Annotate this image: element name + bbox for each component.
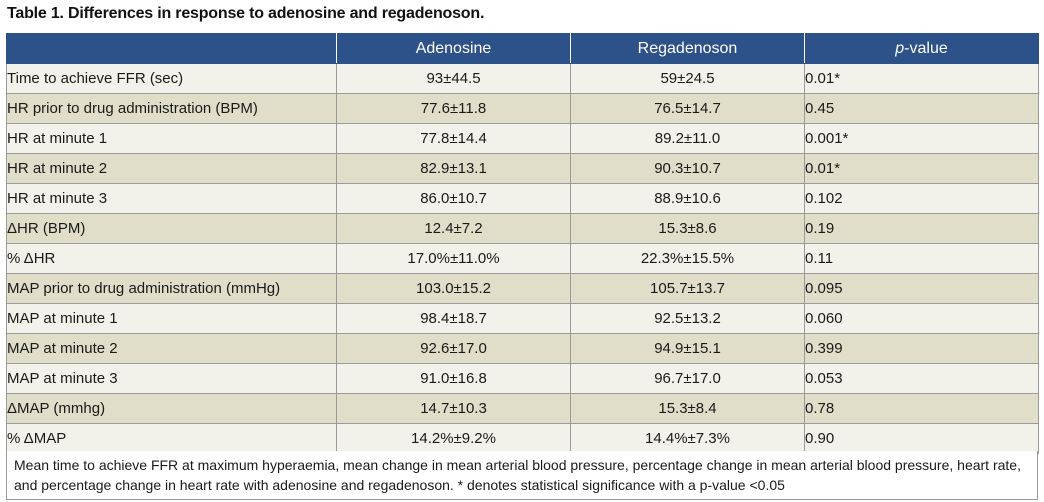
table-title: Table 1. Differences in response to aden… (7, 5, 485, 22)
table-row: ΔMAP (mmhg) 14.7±10.3 15.3±8.4 0.78 (6, 393, 1039, 424)
p-value: 0.11 (804, 243, 1039, 274)
adenosine-value: 77.6±11.8 (336, 93, 571, 124)
data-table: Adenosine Regadenoson p-value Time to ac… (6, 33, 1039, 454)
table-footnote: Mean time to achieve FFR at maximum hype… (6, 451, 1038, 500)
adenosine-value: 103.0±15.2 (336, 273, 571, 304)
header-adenosine: Adenosine (336, 33, 571, 64)
adenosine-value: 91.0±16.8 (336, 363, 571, 394)
p-value: 0.399 (804, 333, 1039, 364)
row-label: MAP prior to drug administration (mmHg) (6, 273, 337, 304)
table-row: ΔHR (BPM) 12.4±7.2 15.3±8.6 0.19 (6, 213, 1039, 244)
regadenoson-value: 105.7±13.7 (570, 273, 805, 304)
p-value: 0.19 (804, 213, 1039, 244)
header-p-italic: p (895, 39, 905, 57)
p-value: 0.45 (804, 93, 1039, 124)
adenosine-value: 17.0%±11.0% (336, 243, 571, 274)
table-row: % ΔHR 17.0%±11.0% 22.3%±15.5% 0.11 (6, 243, 1039, 274)
regadenoson-value: 89.2±11.0 (570, 123, 805, 154)
adenosine-value: 82.9±13.1 (336, 153, 571, 184)
row-label: MAP at minute 2 (6, 333, 337, 364)
regadenoson-value: 90.3±10.7 (570, 153, 805, 184)
regadenoson-value: 15.3±8.6 (570, 213, 805, 244)
regadenoson-value: 59±24.5 (570, 63, 805, 94)
regadenoson-value: 94.9±15.1 (570, 333, 805, 364)
row-label: Time to achieve FFR (sec) (6, 63, 337, 94)
adenosine-value: 77.8±14.4 (336, 123, 571, 154)
p-value: 0.01* (804, 153, 1039, 184)
row-label: HR at minute 3 (6, 183, 337, 214)
regadenoson-value: 92.5±13.2 (570, 303, 805, 334)
table-row: HR at minute 2 82.9±13.1 90.3±10.7 0.01* (6, 153, 1039, 184)
table-row: MAP at minute 3 91.0±16.8 96.7±17.0 0.053 (6, 363, 1039, 394)
table-row: HR at minute 3 86.0±10.7 88.9±10.6 0.102 (6, 183, 1039, 214)
table-row: Time to achieve FFR (sec) 93±44.5 59±24.5 0… (6, 63, 1039, 94)
adenosine-value: 14.2%±9.2% (336, 423, 571, 454)
regadenoson-value: 88.9±10.6 (570, 183, 805, 214)
p-value: 0.095 (804, 273, 1039, 304)
p-value: 0.053 (804, 363, 1039, 394)
regadenoson-value: 96.7±17.0 (570, 363, 805, 394)
row-label: HR at minute 1 (6, 123, 337, 154)
row-label: % ΔHR (6, 243, 337, 274)
table-row: % ΔMAP 14.2%±9.2% 14.4%±7.3% 0.90 (6, 423, 1039, 454)
adenosine-value: 12.4±7.2 (336, 213, 571, 244)
table-header-row: Adenosine Regadenoson p-value (6, 33, 1039, 64)
adenosine-value: 92.6±17.0 (336, 333, 571, 364)
p-value: 0.01* (804, 63, 1039, 94)
header-p-suffix: -value (904, 39, 948, 57)
table-row: MAP prior to drug administration (mmHg) 1… (6, 273, 1039, 304)
row-label: % ΔMAP (6, 423, 337, 454)
adenosine-value: 86.0±10.7 (336, 183, 571, 214)
p-value: 0.060 (804, 303, 1039, 334)
table-row: HR at minute 1 77.8±14.4 89.2±11.0 0.001* (6, 123, 1039, 154)
row-label: MAP at minute 3 (6, 363, 337, 394)
adenosine-value: 98.4±18.7 (336, 303, 571, 334)
row-label: ΔMAP (mmhg) (6, 393, 337, 424)
p-value: 0.78 (804, 393, 1039, 424)
row-label: ΔHR (BPM) (6, 213, 337, 244)
table-row: MAP at minute 1 98.4±18.7 92.5±13.2 0.060 (6, 303, 1039, 334)
p-value: 0.001* (804, 123, 1039, 154)
row-label: MAP at minute 1 (6, 303, 337, 334)
header-p-value: p-value (804, 33, 1039, 64)
regadenoson-value: 15.3±8.4 (570, 393, 805, 424)
row-label: HR prior to drug administration (BPM) (6, 93, 337, 124)
table-body: Time to achieve FFR (sec) 93±44.5 59±24.5 0… (6, 63, 1039, 454)
table-row: MAP at minute 2 92.6±17.0 94.9±15.1 0.399 (6, 333, 1039, 364)
regadenoson-value: 22.3%±15.5% (570, 243, 805, 274)
p-value: 0.90 (804, 423, 1039, 454)
table-row: HR prior to drug administration (BPM) 77.… (6, 93, 1039, 124)
regadenoson-value: 14.4%±7.3% (570, 423, 805, 454)
adenosine-value: 14.7±10.3 (336, 393, 571, 424)
p-value: 0.102 (804, 183, 1039, 214)
regadenoson-value: 76.5±14.7 (570, 93, 805, 124)
adenosine-value: 93±44.5 (336, 63, 571, 94)
header-regadenoson: Regadenoson (570, 33, 805, 64)
row-label: HR at minute 2 (6, 153, 337, 184)
header-measure (6, 33, 337, 64)
